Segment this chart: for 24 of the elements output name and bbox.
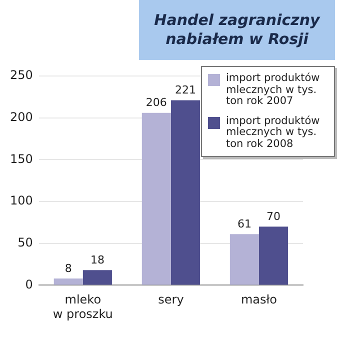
bar xyxy=(230,234,259,285)
data-label: 70 xyxy=(266,210,281,223)
data-label: 206 xyxy=(146,96,167,110)
bar xyxy=(170,100,200,285)
bar xyxy=(258,226,288,285)
x-tick-label: sery xyxy=(158,292,184,307)
x-tick-label: mleko w proszku xyxy=(52,292,113,321)
chart-title: Handel zagraniczny nabiałem w Rosji xyxy=(139,0,335,60)
y-tick-label: 250 xyxy=(10,68,33,82)
bar xyxy=(142,112,171,285)
y-tick-label: 0 xyxy=(25,277,33,292)
y-tick-label: 200 xyxy=(10,110,33,124)
legend-label: import produktów mlecznych w tys. ton rok 2007 xyxy=(226,72,321,108)
data-label: 61 xyxy=(237,218,252,231)
y-tick-label: 150 xyxy=(10,152,33,166)
x-tick-label: masło xyxy=(240,292,278,307)
legend-label: import produktów mlecznych w tys. ton rok 2008 xyxy=(226,114,321,150)
data-label: 18 xyxy=(90,253,104,266)
data-label: 8 xyxy=(64,262,72,275)
bar xyxy=(54,278,83,285)
y-tick-label: 100 xyxy=(10,194,33,208)
y-tick-label: 50 xyxy=(18,235,33,250)
data-label: 221 xyxy=(174,84,196,97)
bar xyxy=(82,270,112,285)
